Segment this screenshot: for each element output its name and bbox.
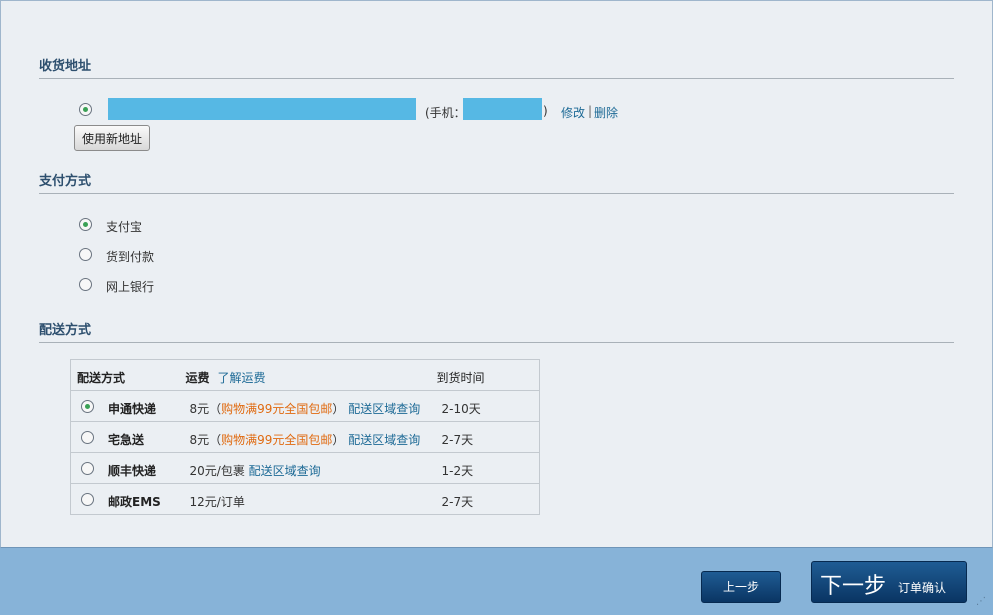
next-step-sublabel: 订单确认 xyxy=(898,581,947,595)
shipping-radio[interactable] xyxy=(81,493,94,506)
shipping-name: 宅急送 xyxy=(108,433,145,447)
prev-step-button[interactable]: 上一步 xyxy=(701,571,781,603)
area-query-link[interactable]: 配送区域查询 xyxy=(248,464,321,478)
header-time: 到货时间 xyxy=(436,371,485,385)
table-row: 申通快递 8元（购物满99元全国包邮） 配送区域查询 2-10天 xyxy=(70,390,540,422)
checkout-panel: 收货地址 (手机： ) 修改 | 删除 使用新地址 支付方式 支付宝 货到付款 … xyxy=(0,0,993,548)
shipping-radio[interactable] xyxy=(81,462,94,475)
delivery-time: 2-7天 xyxy=(441,495,474,509)
area-query-link[interactable]: 配送区域查询 xyxy=(348,433,421,447)
shipping-fee: 12元/订单 xyxy=(189,495,245,509)
shipping-name: 申通快递 xyxy=(108,402,157,416)
address-radio[interactable] xyxy=(79,103,92,116)
header-method: 配送方式 xyxy=(77,371,126,385)
resize-grip-icon[interactable]: ⋰ xyxy=(976,596,986,607)
shipping-radio[interactable] xyxy=(81,400,94,413)
table-row: 邮政EMS 12元/订单 2-7天 xyxy=(70,483,540,515)
delete-address-link[interactable]: 删除 xyxy=(594,106,619,120)
table-row: 宅急送 8元（购物满99元全国包邮） 配送区域查询 2-7天 xyxy=(70,421,540,453)
separator: | xyxy=(588,104,593,118)
table-row: 顺丰快递 20元/包裹 配送区域查询 1-2天 xyxy=(70,452,540,484)
payment-label: 网上银行 xyxy=(106,280,155,294)
shipping-fee-end: ） xyxy=(332,433,345,447)
payment-radio-netbank[interactable] xyxy=(79,278,92,291)
fee-info-link[interactable]: 了解运费 xyxy=(217,371,266,385)
shipping-name: 邮政EMS xyxy=(108,495,161,509)
address-text-redacted xyxy=(108,98,416,120)
payment-section-title: 支付方式 xyxy=(39,174,92,189)
shipping-name: 顺丰快递 xyxy=(108,464,157,478)
area-query-link[interactable]: 配送区域查询 xyxy=(348,402,421,416)
payment-label: 货到付款 xyxy=(106,250,155,264)
shipping-fee: 8元（ xyxy=(189,433,222,447)
promo-text: 购物满99元全国包邮 xyxy=(221,402,333,416)
shipping-radio[interactable] xyxy=(81,431,94,444)
delivery-time: 2-10天 xyxy=(441,402,481,416)
delivery-time: 1-2天 xyxy=(441,464,474,478)
phone-redacted xyxy=(463,98,542,120)
delivery-time: 2-7天 xyxy=(441,433,474,447)
payment-radio-alipay[interactable] xyxy=(79,218,92,231)
divider xyxy=(39,193,954,194)
phone-prefix: (手机： xyxy=(425,106,466,120)
phone-suffix: ) xyxy=(543,104,548,118)
shipping-fee-end: ） xyxy=(332,402,345,416)
next-step-label: 下一步 xyxy=(820,574,887,599)
address-section-title: 收货地址 xyxy=(39,59,92,74)
promo-text: 购物满99元全国包邮 xyxy=(221,433,333,447)
use-new-address-button[interactable]: 使用新地址 xyxy=(74,125,150,151)
shipping-fee: 8元（ xyxy=(189,402,222,416)
prev-step-label: 上一步 xyxy=(722,580,759,594)
payment-label: 支付宝 xyxy=(106,220,143,234)
shipping-table: 配送方式 运费 了解运费 到货时间 申通快递 8元（购物满99元全国包邮） 配送区… xyxy=(70,359,540,515)
shipping-fee: 20元/包裹 xyxy=(189,464,245,478)
payment-radio-cod[interactable] xyxy=(79,248,92,261)
divider xyxy=(39,342,954,343)
table-header: 配送方式 运费 了解运费 到货时间 xyxy=(70,359,540,391)
shipping-section-title: 配送方式 xyxy=(39,323,92,338)
edit-address-link[interactable]: 修改 xyxy=(561,106,586,120)
header-fee: 运费 xyxy=(185,371,210,385)
next-step-button[interactable]: 下一步 订单确认 xyxy=(811,561,967,603)
divider xyxy=(39,78,954,79)
